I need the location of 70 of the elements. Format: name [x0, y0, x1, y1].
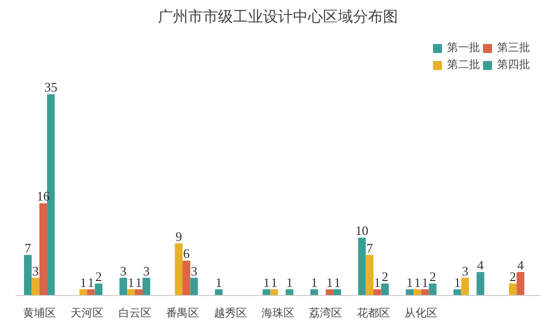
data-label: 6: [183, 246, 190, 262]
data-label: 2: [382, 269, 388, 284]
data-label: 3: [190, 263, 198, 278]
x-tick-label: 番禺区: [166, 306, 200, 320]
bar: [358, 238, 366, 296]
legend-label: 第二批: [447, 57, 480, 72]
bar: [262, 289, 270, 296]
data-label: 9: [175, 228, 182, 244]
x-tick-label: 天河区: [70, 306, 104, 320]
bar: [127, 289, 135, 296]
bar: [476, 272, 484, 296]
data-label: 3: [143, 263, 150, 278]
bar: [421, 289, 429, 296]
bar: [190, 278, 198, 296]
data-label: 1: [422, 274, 428, 290]
x-tick-label: 花都区: [356, 306, 390, 320]
legend-label: 第一批: [447, 40, 480, 55]
data-label: 3: [462, 263, 468, 278]
data-label: 1: [310, 274, 318, 290]
x-tick-label: 白云区: [118, 306, 152, 320]
x-tick-label: 从化区: [404, 306, 438, 320]
bar: [87, 289, 95, 296]
data-label: 7: [24, 240, 32, 256]
data-label: 1: [326, 274, 333, 290]
legend-label: 第四批: [497, 57, 530, 72]
data-label: 1: [88, 274, 94, 290]
bar: [428, 284, 437, 296]
data-label: 4: [477, 258, 484, 273]
data-label: 1: [286, 274, 293, 290]
data-label: 10: [355, 223, 368, 238]
x-tick-label: 黄埔区: [22, 306, 56, 320]
x-tick-label: 越秀区: [214, 306, 247, 320]
bar: [508, 284, 517, 296]
bar: [119, 278, 128, 296]
data-label: 1: [80, 274, 86, 290]
bar: [381, 284, 389, 296]
data-label: 1: [215, 274, 222, 290]
data-label: 7: [366, 240, 374, 256]
legend-label: 第三批: [497, 40, 530, 55]
data-label: 2: [429, 269, 436, 284]
data-label: 4: [517, 258, 524, 273]
chart-title: 广州市市级工业设计中心区域分布图: [158, 8, 398, 26]
bar: [24, 254, 32, 296]
data-label: 1: [334, 274, 341, 290]
data-label: 1: [263, 274, 270, 290]
bar: [142, 278, 150, 296]
bar: [32, 278, 40, 296]
bar: [174, 243, 183, 296]
data-label: 2: [95, 269, 102, 284]
data-label: 1: [270, 274, 278, 290]
data-label: 3: [120, 263, 127, 278]
bar: [94, 284, 102, 296]
bar: [39, 203, 48, 296]
bar: [366, 254, 374, 296]
x-tick-label: 荔湾区: [309, 306, 342, 320]
data-label: 1: [374, 274, 381, 290]
data-label: 1: [454, 274, 461, 290]
data-label: 2: [510, 269, 516, 284]
x-tick-label: 海珠区: [262, 306, 294, 320]
data-label: 1: [414, 274, 421, 290]
bar: [182, 260, 190, 296]
bar: [286, 289, 294, 296]
data-label: 1: [128, 274, 134, 290]
bar: [461, 278, 469, 296]
data-label: 35: [44, 80, 58, 95]
data-label: 1: [135, 274, 142, 290]
data-label: 3: [32, 263, 39, 278]
bar: [326, 289, 334, 296]
data-label: 1: [406, 274, 413, 290]
bar: [516, 272, 524, 296]
